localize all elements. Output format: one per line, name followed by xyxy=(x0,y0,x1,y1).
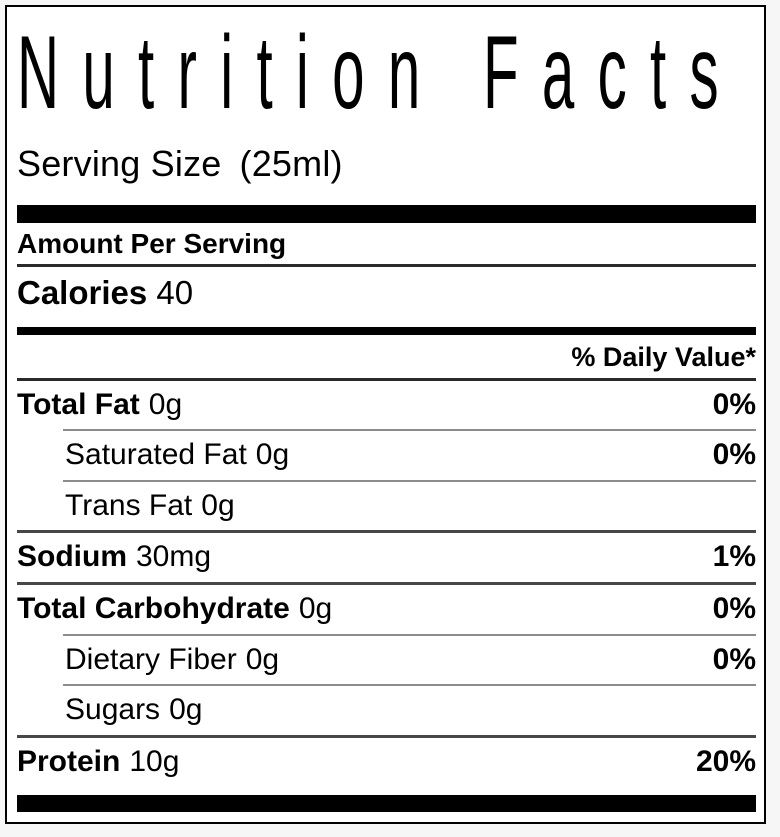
nutrient-amount: 10g xyxy=(129,744,180,778)
nutrient-daily-value: 0% xyxy=(712,438,756,472)
serving-size-line: Serving Size (25ml) xyxy=(17,142,756,185)
daily-value-footnote: *Percent Daily Values are based on a 2,0… xyxy=(17,821,756,822)
nutrient-daily-value: 1% xyxy=(712,540,756,574)
nutrient-amount: 0g xyxy=(255,438,290,472)
nutrient-name: Total Fat xyxy=(17,387,140,421)
daily-value-header: % Daily Value* xyxy=(571,341,756,372)
calories-row: Calories 40 xyxy=(17,267,756,318)
nutrient-name: Saturated Fat xyxy=(65,438,247,472)
nutrient-row: Sodium 30mg 1% xyxy=(17,533,756,582)
nutrient-row: Saturated Fat 0g 0% xyxy=(17,431,756,480)
nutrient-daily-value: 0% xyxy=(712,642,756,676)
row-separator xyxy=(63,633,756,636)
nutrient-row: Total Fat 0g 0% xyxy=(17,381,756,430)
serving-size-label: Serving Size xyxy=(17,143,222,184)
serving-size-value: (25ml) xyxy=(239,143,343,184)
nutrition-facts-label: Nutrition Facts Serving Size (25ml) Amoun… xyxy=(5,5,766,824)
nutrient-amount: 0g xyxy=(201,488,235,522)
row-separator xyxy=(63,479,756,482)
divider-bar-medium xyxy=(17,326,756,335)
nutrient-amount: 30mg xyxy=(136,540,212,574)
hairline-rule xyxy=(17,378,756,381)
nutrient-name-group: Total Carbohydrate 0g xyxy=(17,592,332,626)
nutrient-name-group: Sodium 30mg xyxy=(17,540,211,574)
nutrient-daily-value: 0% xyxy=(712,592,756,626)
divider-bar-thick xyxy=(17,205,756,224)
nutrient-name-group: Trans Fat 0g xyxy=(17,489,235,523)
nutrient-name-group: Saturated Fat 0g xyxy=(17,438,289,472)
nutrient-daily-value: 20% xyxy=(695,744,756,778)
divider-bar-thick xyxy=(17,795,756,813)
nutrient-amount: 0g xyxy=(148,387,183,421)
nutrient-name: Sodium xyxy=(17,540,127,574)
row-separator xyxy=(63,429,756,432)
nutrient-name: Trans Fat xyxy=(65,488,193,522)
nutrient-amount: 0g xyxy=(245,642,280,676)
row-separator xyxy=(17,530,756,534)
nutrient-row: Trans Fat 0g xyxy=(17,482,756,531)
nutrient-row: Protein 10g 20% xyxy=(17,738,756,787)
row-separator xyxy=(63,684,756,687)
nutrient-row: Sugars 0g xyxy=(17,686,756,735)
calories-value: 40 xyxy=(156,273,194,311)
nutrient-name: Dietary Fiber xyxy=(65,642,237,676)
nutrient-name-group: Sugars 0g xyxy=(17,693,202,727)
nutrient-name: Sugars xyxy=(65,693,161,727)
calories-label: Calories xyxy=(17,273,148,311)
nutrient-rows: Total Fat 0g 0% Saturated Fat 0g 0% Trans … xyxy=(17,381,756,787)
nutrient-name-group: Total Fat 0g xyxy=(17,388,182,422)
nutrient-amount: 0g xyxy=(298,592,333,626)
nutrient-name: Protein xyxy=(17,744,121,778)
row-separator xyxy=(17,582,756,586)
amount-per-serving-heading: Amount Per Serving xyxy=(17,228,287,260)
nutrient-name-group: Dietary Fiber 0g xyxy=(17,643,279,677)
nutrient-name: Total Carbohydrate xyxy=(17,592,290,626)
row-separator xyxy=(17,734,756,738)
hairline-rule xyxy=(17,264,756,267)
nutrient-row: Total Carbohydrate 0g 0% xyxy=(17,585,756,634)
nutrient-name-group: Protein 10g xyxy=(17,745,179,779)
nutrient-row: Dietary Fiber 0g 0% xyxy=(17,636,756,685)
label-title: Nutrition Facts xyxy=(17,15,742,131)
nutrient-amount: 0g xyxy=(169,693,203,727)
nutrient-daily-value: 0% xyxy=(712,387,756,421)
